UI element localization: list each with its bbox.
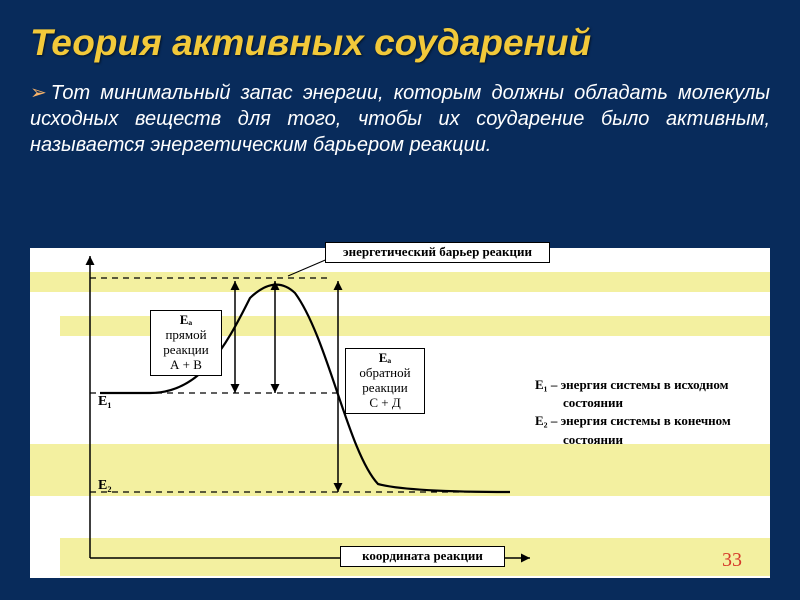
label-ea-reverse: Eₐ обратной реакции С + Д (345, 348, 425, 414)
bullet-icon: ➢ (30, 80, 47, 106)
label-xaxis: координата реакции (340, 546, 505, 567)
subtitle-body: Тот минимальный запас энергии, которым д… (30, 82, 770, 156)
energy-diagram: энергетический барьер реакции Eₐ прямой … (30, 248, 770, 578)
ea-forward-l2: прямой (165, 327, 206, 342)
subtitle-text: ➢Тот минимальный запас энергии, которым … (30, 80, 770, 158)
legend-e2b: состоянии (563, 432, 623, 447)
ea-reverse-l4: С + Д (369, 395, 400, 410)
ea-reverse-symbol: Eₐ (379, 350, 391, 365)
label-e1: Е₁ (98, 394, 112, 410)
ea-forward-l4: А + В (170, 357, 202, 372)
label-ea-forward: Eₐ прямой реакции А + В (150, 310, 222, 376)
legend: Е₁ – энергия системы в исходном состояни… (535, 376, 765, 449)
ea-reverse-l2: обратной (359, 365, 410, 380)
legend-e1: Е₁ – энергия системы в исходном (535, 377, 728, 392)
legend-e1b: состоянии (563, 395, 623, 410)
label-barrier: энергетический барьер реакции (325, 242, 550, 263)
legend-e2: Е₂ – энергия системы в конечном (535, 413, 731, 428)
slide-title: Теория активных соударений (0, 0, 800, 74)
page-number: 33 (722, 549, 742, 572)
ea-forward-l3: реакции (163, 342, 208, 357)
ea-forward-symbol: Eₐ (180, 312, 192, 327)
label-e2: Е₂ (98, 478, 112, 494)
ea-reverse-l3: реакции (362, 380, 407, 395)
